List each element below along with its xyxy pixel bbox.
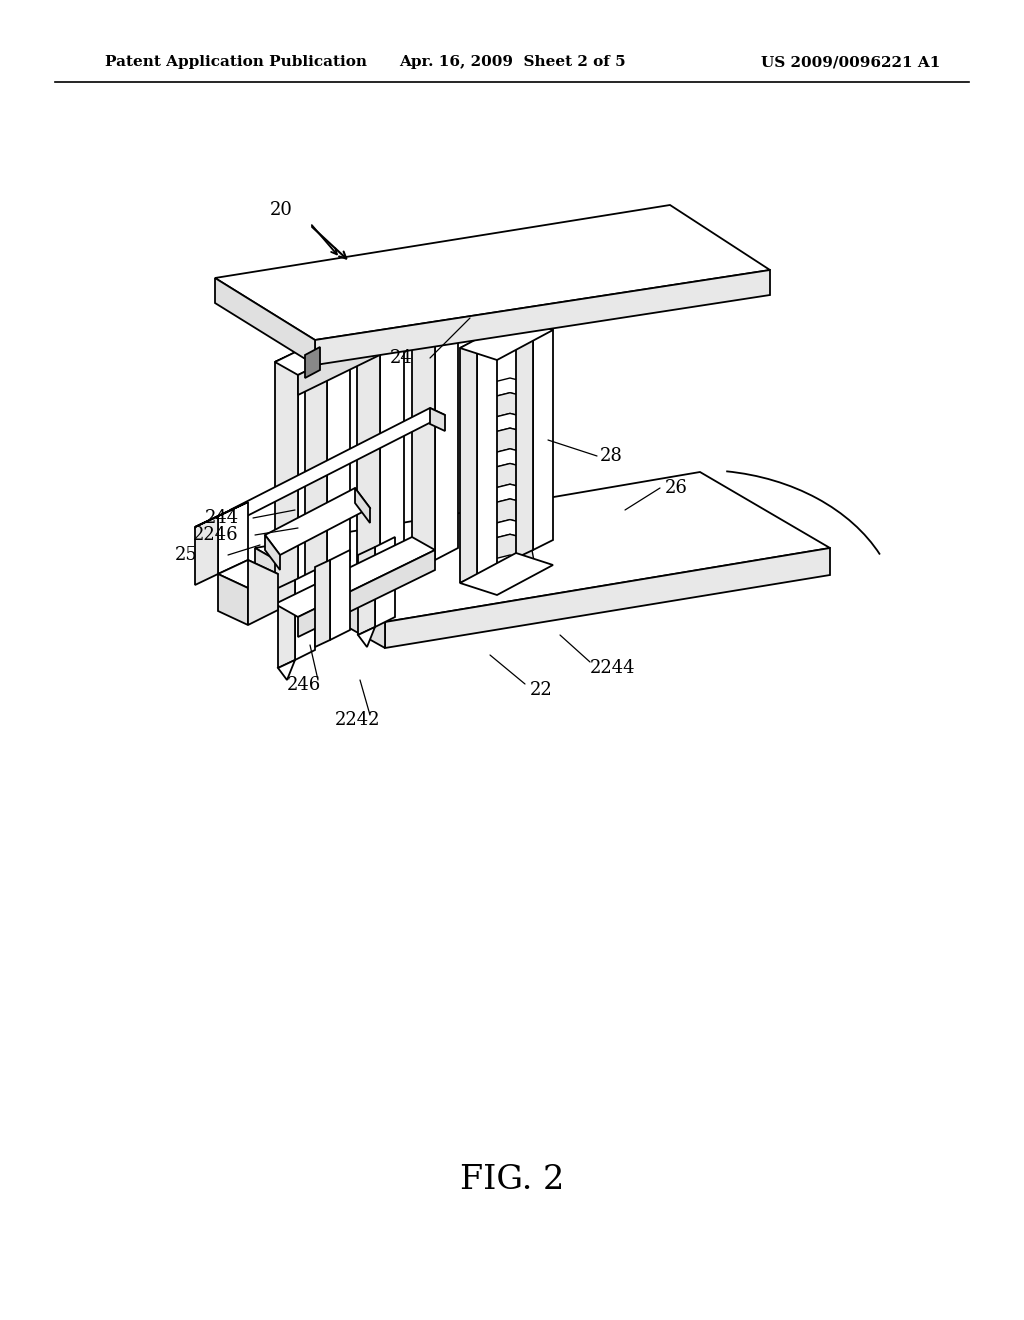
Polygon shape — [305, 330, 327, 582]
Polygon shape — [486, 449, 534, 469]
Polygon shape — [327, 318, 350, 572]
Polygon shape — [385, 548, 830, 648]
Polygon shape — [195, 516, 218, 585]
Polygon shape — [278, 579, 295, 668]
Polygon shape — [486, 428, 534, 455]
Polygon shape — [298, 550, 435, 638]
Polygon shape — [265, 488, 370, 554]
Text: 25: 25 — [175, 546, 198, 564]
Text: 24: 24 — [390, 348, 413, 367]
Polygon shape — [218, 574, 248, 624]
Text: FIG. 2: FIG. 2 — [460, 1164, 564, 1196]
Polygon shape — [486, 520, 534, 540]
Polygon shape — [350, 290, 404, 338]
Text: US 2009/0096221 A1: US 2009/0096221 A1 — [761, 55, 940, 69]
Polygon shape — [486, 535, 534, 561]
Polygon shape — [486, 484, 534, 504]
Polygon shape — [460, 318, 553, 360]
Text: 22: 22 — [530, 681, 553, 700]
Polygon shape — [218, 560, 278, 587]
Polygon shape — [298, 341, 322, 594]
Polygon shape — [516, 315, 534, 558]
Polygon shape — [486, 463, 534, 490]
Polygon shape — [435, 306, 458, 560]
Polygon shape — [330, 550, 350, 640]
Polygon shape — [295, 570, 315, 660]
Polygon shape — [195, 502, 248, 527]
Polygon shape — [412, 318, 435, 572]
Polygon shape — [255, 473, 830, 622]
Polygon shape — [315, 271, 770, 366]
Polygon shape — [460, 341, 477, 583]
Text: 2244: 2244 — [590, 659, 636, 677]
Polygon shape — [477, 330, 497, 576]
Polygon shape — [486, 413, 534, 433]
Text: 28: 28 — [600, 447, 623, 465]
Polygon shape — [215, 279, 315, 366]
Polygon shape — [460, 553, 553, 595]
Polygon shape — [358, 546, 375, 635]
Polygon shape — [315, 560, 330, 647]
Polygon shape — [275, 537, 435, 616]
Polygon shape — [534, 306, 553, 550]
Polygon shape — [298, 308, 435, 395]
Text: 2246: 2246 — [193, 525, 239, 544]
Polygon shape — [230, 510, 245, 533]
Text: Apr. 16, 2009  Sheet 2 of 5: Apr. 16, 2009 Sheet 2 of 5 — [398, 55, 626, 69]
Text: Patent Application Publication: Patent Application Publication — [105, 55, 367, 69]
Polygon shape — [218, 502, 248, 574]
Polygon shape — [255, 548, 385, 648]
Polygon shape — [380, 327, 404, 582]
Polygon shape — [486, 499, 534, 525]
Polygon shape — [248, 560, 278, 624]
Text: 26: 26 — [665, 479, 688, 498]
Polygon shape — [275, 352, 298, 605]
Polygon shape — [275, 341, 322, 362]
Polygon shape — [358, 627, 375, 647]
Polygon shape — [375, 537, 395, 627]
Polygon shape — [298, 355, 327, 590]
Text: 244: 244 — [205, 510, 240, 527]
Polygon shape — [357, 341, 380, 591]
Text: 2242: 2242 — [335, 711, 381, 729]
Polygon shape — [355, 488, 370, 523]
Text: 20: 20 — [270, 201, 293, 219]
Polygon shape — [230, 408, 445, 517]
Polygon shape — [486, 393, 534, 420]
Polygon shape — [265, 535, 280, 570]
Polygon shape — [215, 205, 770, 341]
Polygon shape — [275, 294, 435, 375]
Text: 246: 246 — [287, 676, 322, 694]
Polygon shape — [305, 347, 319, 378]
Polygon shape — [486, 378, 534, 397]
Polygon shape — [278, 660, 295, 680]
Polygon shape — [430, 408, 445, 432]
